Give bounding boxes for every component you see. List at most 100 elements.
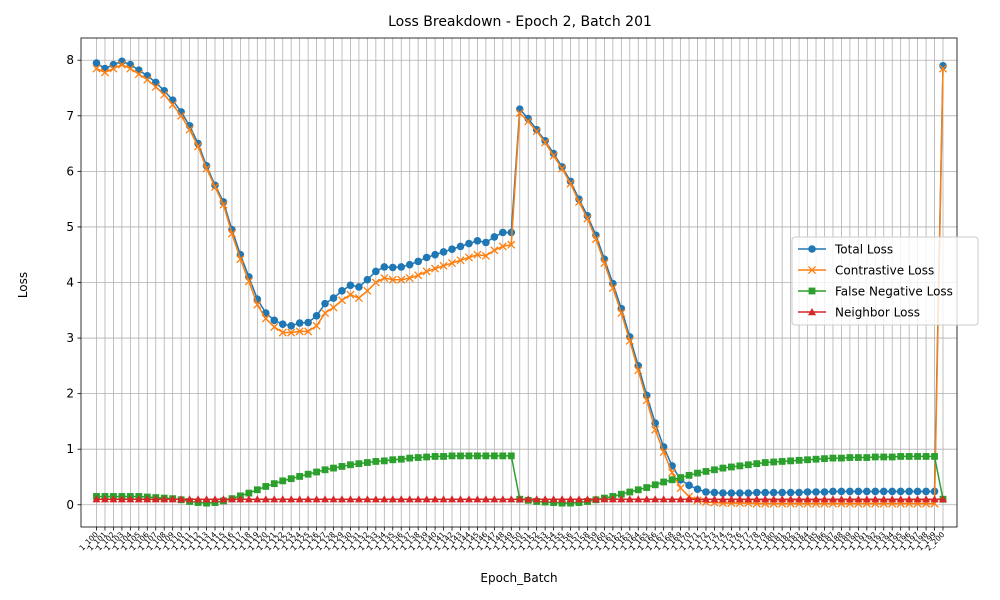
false-negative-loss-point (812, 455, 820, 463)
contrastive-loss-point (507, 240, 516, 249)
neighbor-loss-point (634, 495, 643, 503)
total-loss-point (295, 319, 304, 327)
contrastive-loss-point (261, 314, 270, 323)
neighbor-loss-point (304, 495, 313, 503)
contrastive-loss-point (515, 108, 524, 118)
total-loss-point (913, 487, 922, 496)
neighbor-loss-point (464, 495, 473, 503)
neighbor-loss-point (202, 495, 211, 503)
neighbor-loss-point (321, 495, 330, 503)
total-loss-point (786, 488, 795, 497)
y-tick-label: 2 (66, 387, 74, 401)
false-negative-loss-point (888, 453, 896, 461)
total-loss-point (939, 61, 947, 70)
total-loss-point (685, 481, 693, 490)
neighbor-loss-point (405, 495, 414, 503)
false-negative-loss-point (914, 453, 922, 460)
contrastive-loss-point (549, 151, 558, 160)
total-loss-point (896, 487, 905, 496)
total-loss-point (380, 263, 389, 271)
false-negative-loss-point (203, 499, 210, 507)
contrastive-loss-point (651, 425, 660, 434)
total-loss-point (499, 228, 507, 237)
y-tick-label: 4 (66, 276, 74, 290)
neighbor-loss-point (930, 495, 939, 503)
neighbor-loss-point (710, 495, 719, 503)
series-layer (92, 57, 948, 508)
total-loss-point (439, 248, 448, 256)
total-loss-point (922, 487, 930, 496)
contrastive-loss-point (312, 321, 321, 330)
neighbor-loss-point (752, 495, 761, 503)
neighbor-loss-point (363, 495, 372, 503)
total-loss-point (448, 245, 456, 253)
contrastive-loss-point (541, 138, 550, 147)
total-loss-point (92, 59, 101, 67)
contrastive-loss-point (608, 283, 617, 293)
contrastive-loss-point (431, 264, 440, 273)
legend-box (791, 236, 979, 326)
false-negative-loss-point (787, 457, 795, 465)
false-negative-loss-point (863, 454, 871, 461)
total-loss-point (829, 487, 837, 496)
neighbor-loss-point (354, 495, 363, 503)
total-loss-point (414, 257, 422, 266)
false-negative-loss-point (363, 459, 371, 466)
contrastive-loss-point (354, 293, 363, 303)
false-negative-loss-point (821, 455, 828, 463)
contrastive-loss-point (210, 182, 220, 191)
neighbor-loss-point (143, 495, 152, 503)
neighbor-loss-point (735, 495, 744, 503)
contrastive-loss-point (194, 142, 203, 151)
contrastive-loss-point (600, 258, 609, 268)
false-negative-loss-point (279, 477, 287, 485)
false-negative-loss-legend-marker (808, 287, 816, 295)
contrastive-loss-point (329, 303, 338, 312)
axes-layer: 1_1001_1011_1021_1031_1041_1051_1061_107… (66, 37, 958, 553)
neighbor-loss-point (117, 495, 126, 503)
total-loss-point (710, 488, 719, 497)
neighbor-loss-point (422, 495, 431, 503)
total-loss-point (515, 105, 524, 113)
neighbor-loss-point (668, 495, 677, 503)
false-negative-loss-point (194, 499, 202, 506)
total-loss-point (761, 488, 770, 497)
false-negative-loss-point (778, 458, 786, 465)
neighbor-loss-point (913, 495, 922, 503)
false-negative-loss-point (304, 470, 312, 478)
total-loss-point (329, 294, 338, 302)
false-negative-loss-point (423, 453, 431, 461)
neighbor-loss-point (828, 495, 837, 503)
false-negative-loss-point (397, 455, 405, 463)
contrastive-loss-point (227, 229, 236, 238)
contrastive-loss-point (405, 273, 414, 283)
false-negative-loss-point (753, 460, 761, 468)
false-negative-loss-point (474, 452, 481, 460)
contrastive-loss-point (143, 75, 152, 84)
neighbor-loss-point (134, 495, 143, 503)
contrastive-loss-point (583, 214, 592, 223)
total-loss-point (346, 281, 355, 290)
false-negative-loss-point (770, 458, 778, 466)
contrastive-loss-point (591, 235, 600, 244)
false-negative-loss-point (262, 483, 270, 490)
neighbor-loss-point (507, 495, 516, 503)
contrastive-loss-point (414, 271, 423, 280)
total-loss-point (278, 320, 287, 328)
contrastive-loss-point (380, 273, 389, 283)
contrastive-loss-point (574, 197, 584, 206)
false-negative-loss-point (804, 456, 811, 464)
neighbor-loss-point (397, 495, 406, 503)
neighbor-loss-point (439, 495, 448, 503)
false-negative-loss-point (880, 453, 888, 461)
contrastive-loss-point (439, 261, 448, 270)
false-negative-loss-point (719, 464, 727, 472)
false-negative-loss-point (253, 486, 261, 494)
false-negative-loss-series (93, 452, 947, 507)
contrastive-loss-point (558, 164, 567, 173)
false-negative-loss-point (736, 462, 744, 470)
neighbor-loss-point (431, 495, 440, 503)
neighbor-loss-point (871, 495, 880, 503)
neighbor-loss-point (617, 495, 626, 503)
neighbor-loss-legend-marker (808, 308, 816, 316)
